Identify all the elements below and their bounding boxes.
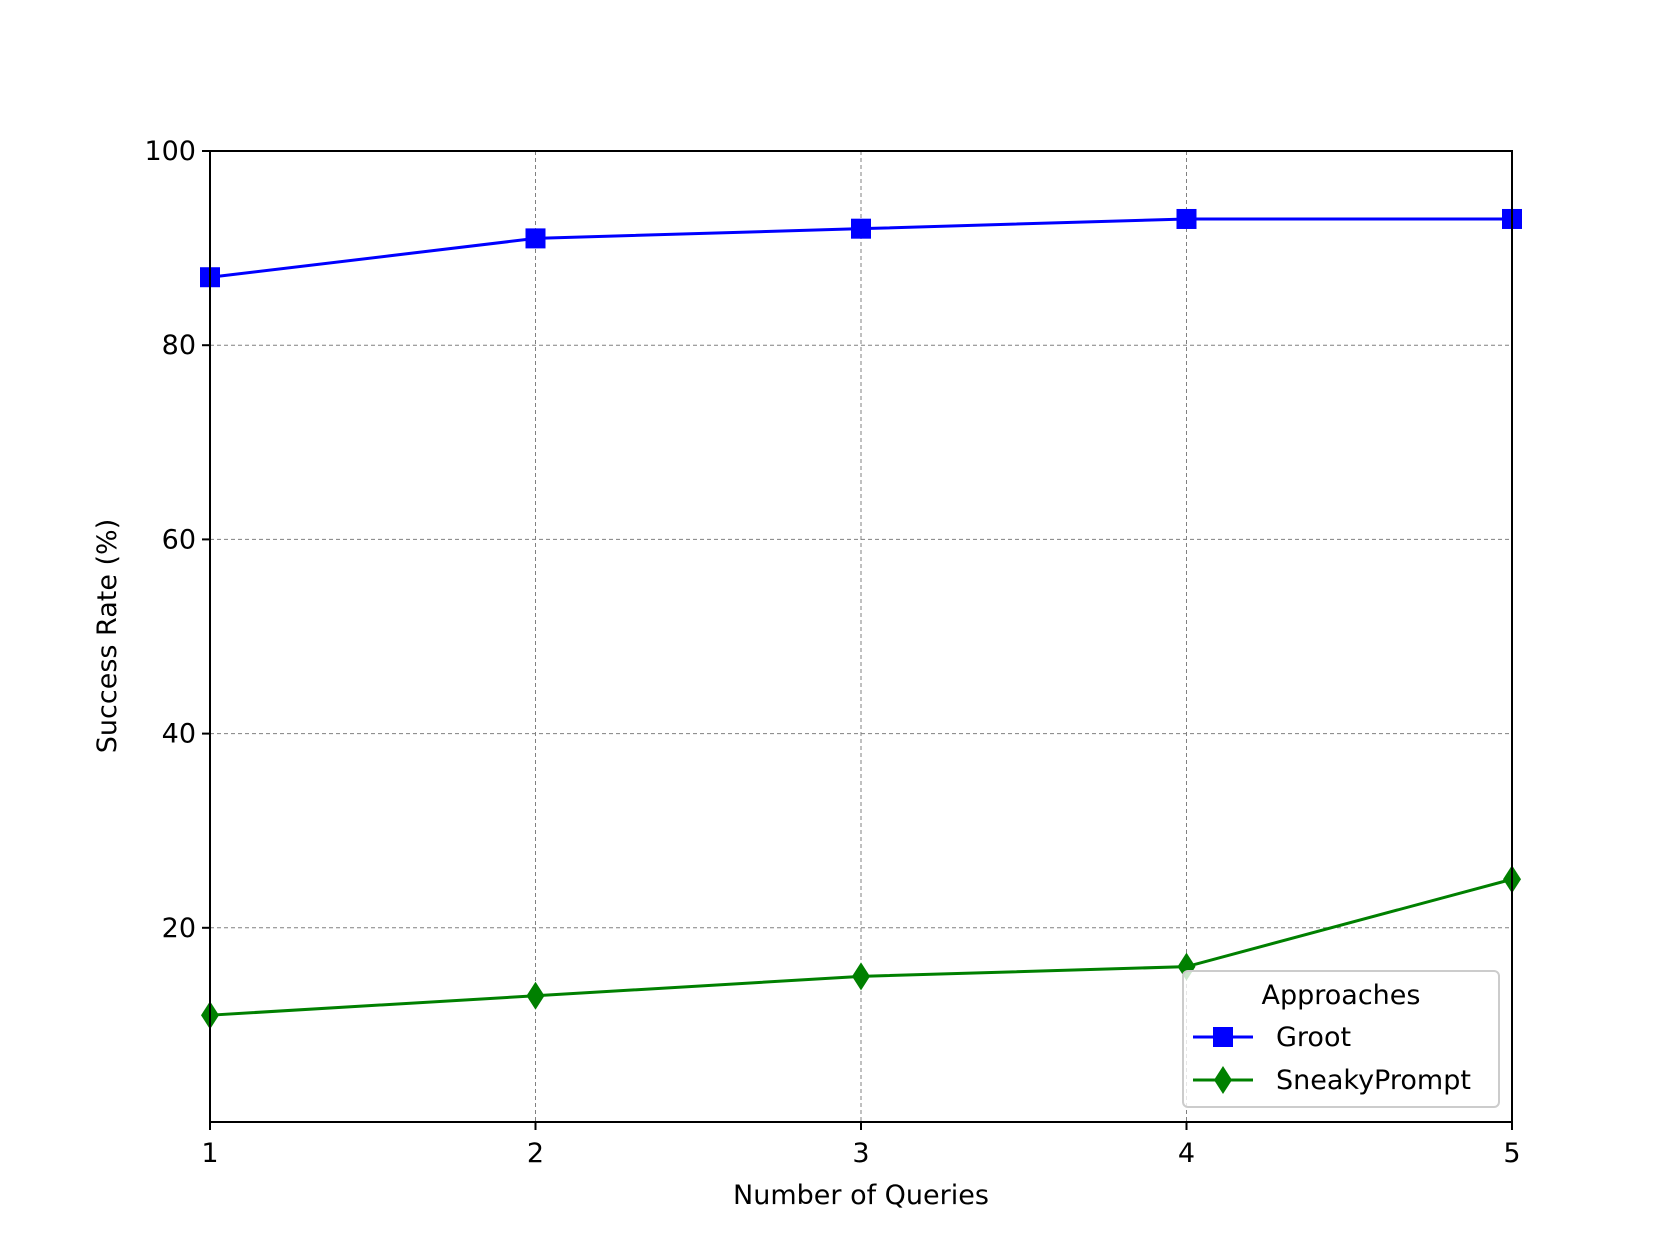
y-axis-label: Success Rate (%)	[92, 519, 123, 753]
legend-box	[1182, 970, 1500, 1108]
axis-ticks: 1 2 3 4 5 20 40 60 80 100	[144, 136, 1520, 1169]
data-point-groot	[525, 228, 546, 249]
y-tick-label: 100	[144, 136, 196, 167]
y-tick-label: 80	[162, 330, 196, 361]
data-point-groot	[851, 218, 871, 239]
legend-label-sneakyprompt: SneakyPrompt	[1276, 1065, 1471, 1096]
x-tick-label: 5	[1503, 1138, 1520, 1169]
x-tick-label: 1	[201, 1138, 218, 1169]
legend-marker-sneakyprompt	[1214, 1066, 1232, 1094]
legend-marker-groot	[1213, 1027, 1233, 1047]
x-tick-label: 4	[1178, 1138, 1195, 1169]
legend-label-groot: Groot	[1276, 1022, 1351, 1053]
y-tick-label: 40	[162, 719, 196, 750]
x-tick-label: 2	[527, 1138, 544, 1169]
data-point-sneakyprompt	[852, 962, 870, 991]
legend-title: Approaches	[1262, 980, 1421, 1011]
x-tick-label: 3	[852, 1138, 869, 1169]
y-tick-label: 20	[162, 913, 196, 944]
series-layer	[200, 208, 1522, 1030]
data-point-groot	[1176, 208, 1197, 229]
legend: Approaches Groot SneakyPrompt	[1182, 970, 1500, 1108]
x-axis-label: Number of Queries	[733, 1180, 989, 1211]
data-point-sneakyprompt	[526, 981, 545, 1010]
y-tick-label: 60	[162, 524, 196, 555]
